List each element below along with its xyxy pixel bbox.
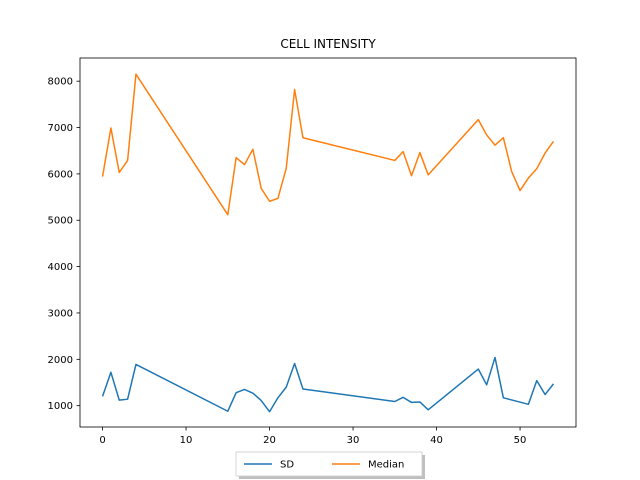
legend: SD Median <box>235 451 425 479</box>
series-line-median <box>101 73 555 216</box>
x-tick-label: 30 <box>347 435 360 446</box>
y-tick-label: 5000 <box>48 216 73 227</box>
plot-frame <box>79 57 577 428</box>
y-tick-label: 2000 <box>48 355 73 366</box>
x-tick-label: 40 <box>430 435 443 446</box>
series-line-sd <box>101 356 555 413</box>
y-tick-label: 7000 <box>48 123 73 134</box>
y-tick-label: 3000 <box>48 308 73 319</box>
plot-area <box>101 73 555 413</box>
x-tick-label: 10 <box>180 435 193 446</box>
y-tick-label: 8000 <box>48 77 73 88</box>
legend-label-sd: SD <box>280 460 294 471</box>
chart-title: CELL INTENSITY <box>280 37 376 51</box>
axes: 0 10 20 30 40 50 1000 2000 3000 4000 5000 6000 7000 8… <box>48 57 577 446</box>
y-tick-label: 6000 <box>48 169 73 180</box>
x-tick-label: 0 <box>99 435 105 446</box>
x-tick-label: 50 <box>514 435 527 446</box>
y-tick-label: 1000 <box>48 401 73 412</box>
legend-label-median: Median <box>368 460 404 471</box>
x-tick-label: 20 <box>263 435 276 446</box>
y-tick-label: 4000 <box>48 262 73 273</box>
